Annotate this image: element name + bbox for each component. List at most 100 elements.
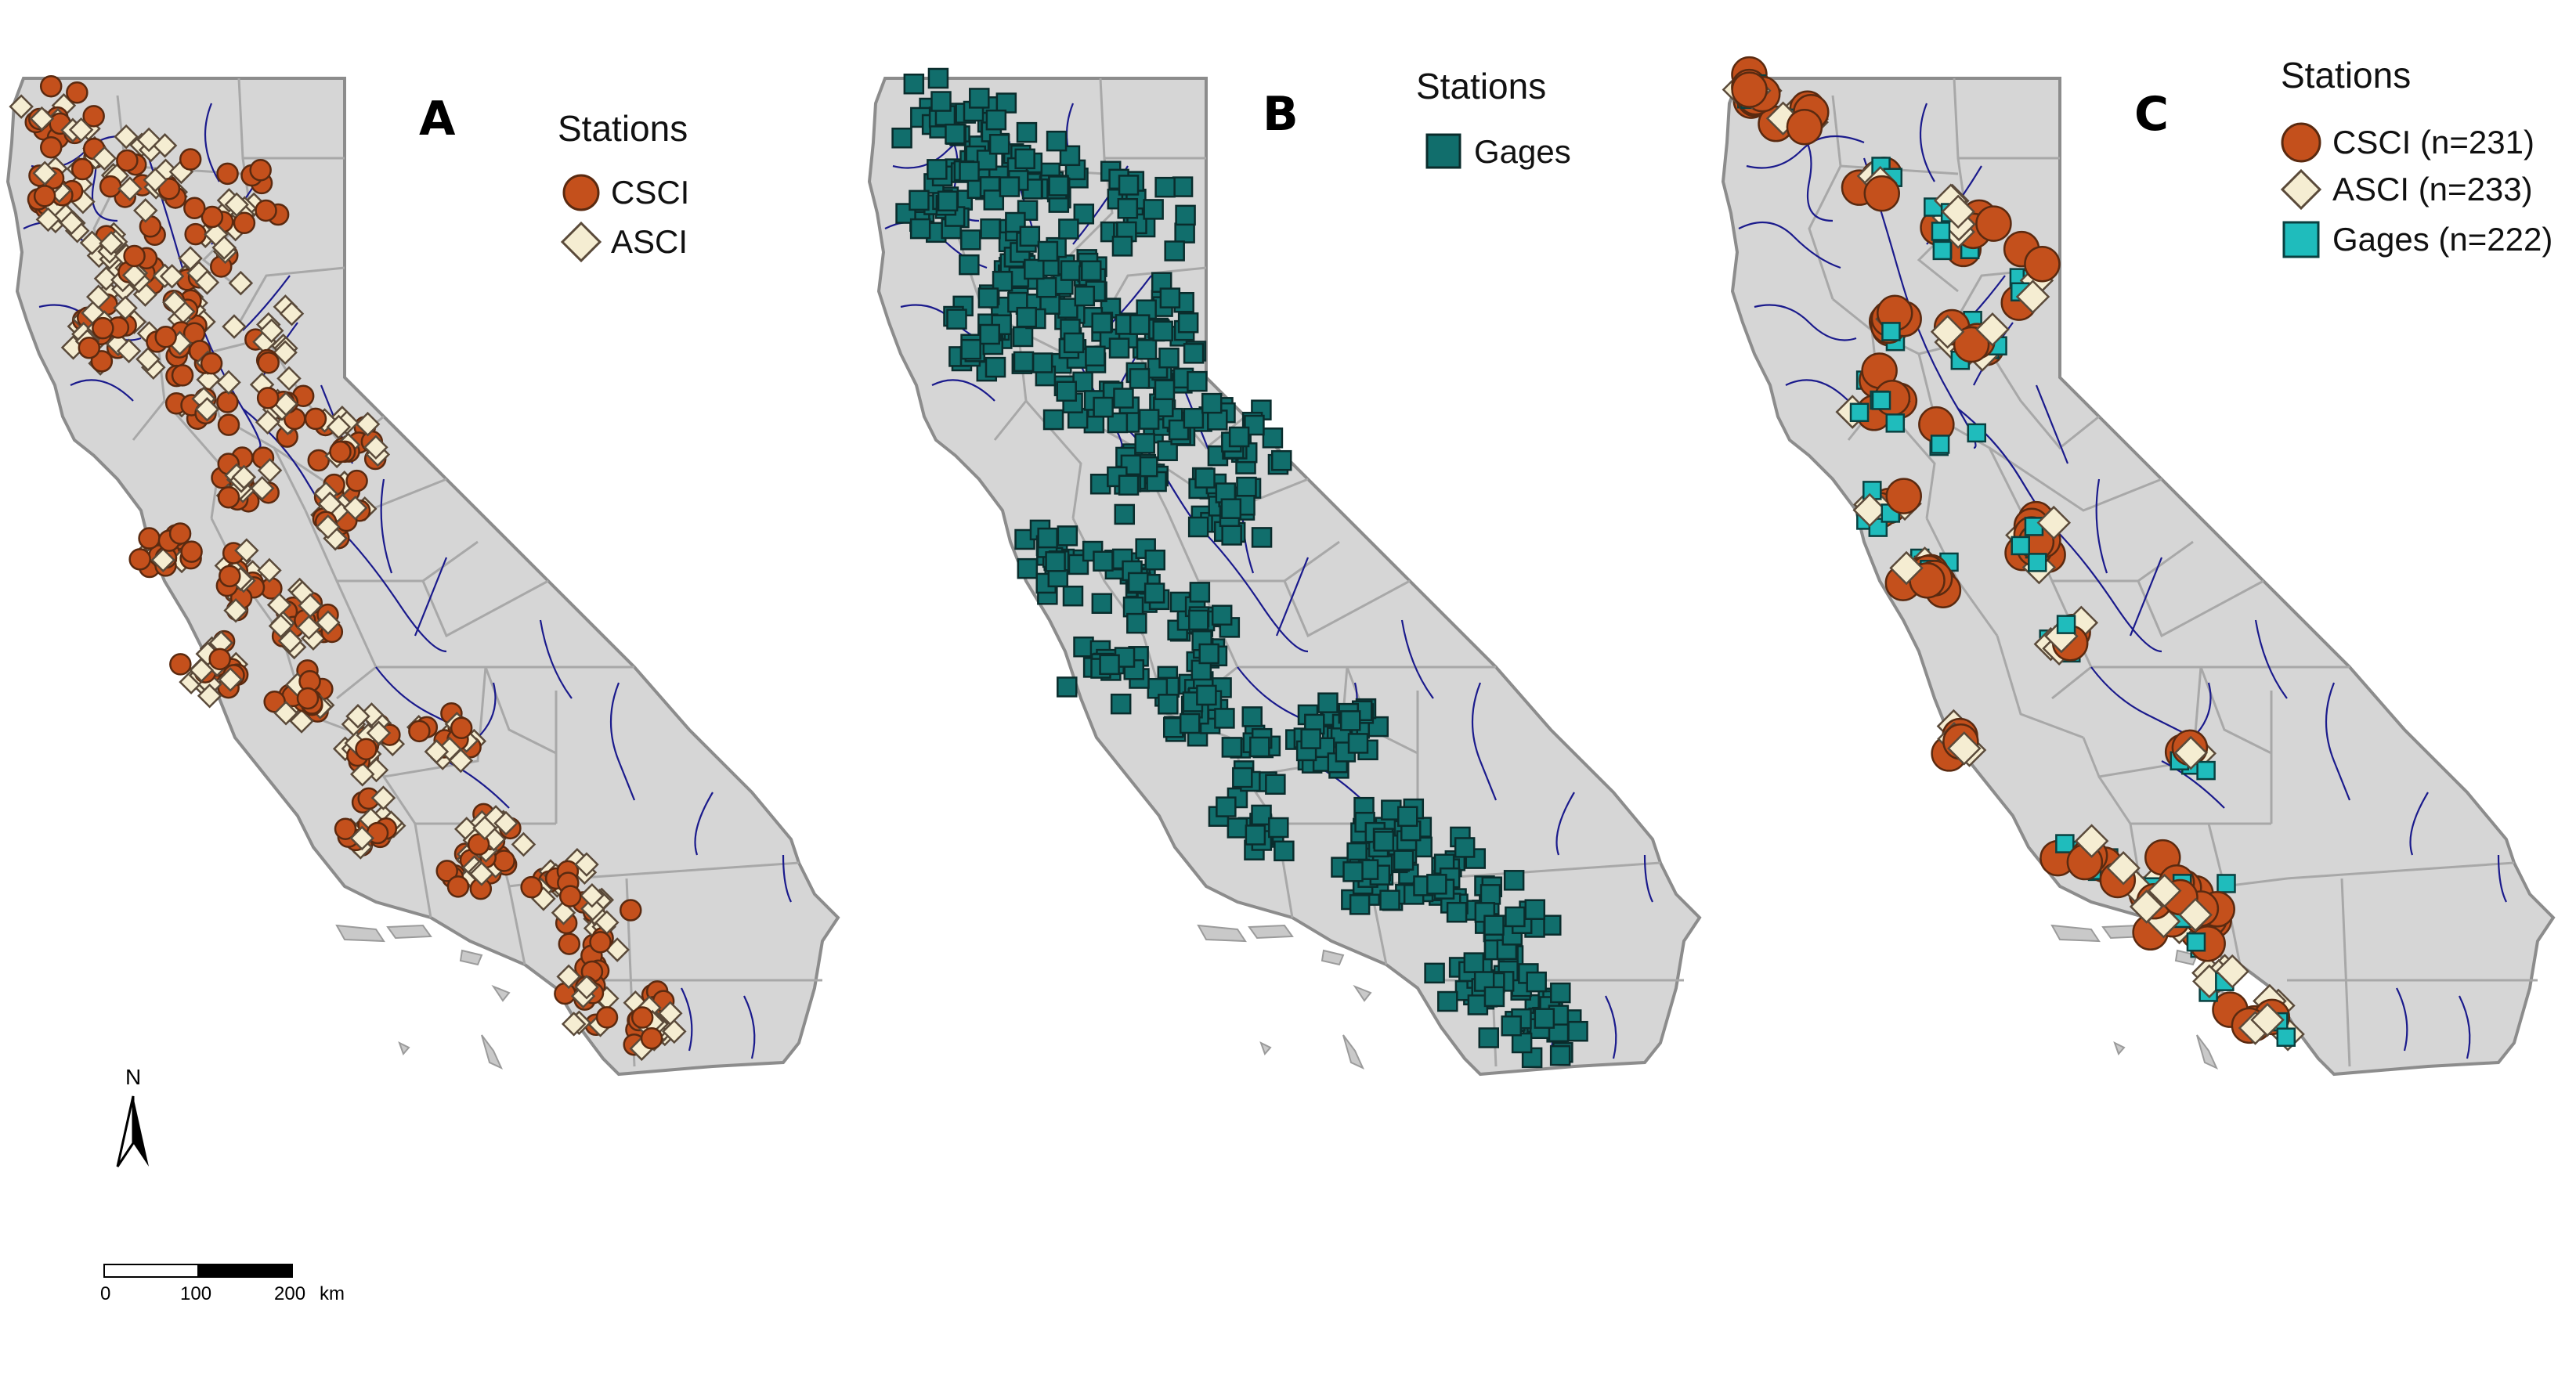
station-marker xyxy=(200,352,223,375)
station-marker xyxy=(257,557,282,583)
station-marker xyxy=(222,314,247,339)
panel-b-legend: Stations Gages xyxy=(1416,66,1571,170)
station-marker xyxy=(1249,736,1270,758)
station-marker xyxy=(1975,205,2012,242)
station-marker xyxy=(493,850,515,872)
station-marker xyxy=(1143,583,1165,604)
station-marker xyxy=(1478,1027,1500,1048)
station-marker xyxy=(116,338,142,364)
north-arrow-label: N xyxy=(125,1065,141,1089)
panel-a-map xyxy=(6,74,840,1076)
station-marker xyxy=(1164,240,1185,262)
station-marker xyxy=(1347,733,1369,754)
station-marker xyxy=(408,720,431,743)
station-marker xyxy=(169,653,192,676)
station-marker xyxy=(1012,326,1034,348)
station-marker xyxy=(66,81,89,104)
legend-title: Stations xyxy=(1416,66,1546,106)
station-marker xyxy=(1731,71,1768,108)
station-marker xyxy=(551,900,576,925)
station-marker xyxy=(556,964,581,990)
station-marker xyxy=(1024,258,1045,280)
station-marker xyxy=(945,123,966,145)
station-marker xyxy=(1349,894,1371,915)
station-marker xyxy=(1091,593,1113,614)
station-marker xyxy=(35,207,61,233)
station-marker xyxy=(223,598,248,623)
station-marker xyxy=(208,648,231,671)
station-marker xyxy=(1059,145,1081,167)
station-marker xyxy=(1975,312,2010,347)
station-marker xyxy=(29,106,55,132)
station-marker xyxy=(1262,427,1284,449)
station-marker xyxy=(1930,435,1950,454)
scale-tick-200: 200 xyxy=(274,1283,305,1304)
station-marker xyxy=(179,148,202,171)
station-marker xyxy=(82,105,105,128)
station-marker xyxy=(1849,402,1870,423)
station-marker xyxy=(1111,236,1133,257)
station-marker xyxy=(561,1012,587,1037)
station-marker xyxy=(1567,1020,1588,1042)
scale-unit: km xyxy=(320,1283,345,1304)
station-marker xyxy=(988,134,1010,155)
station-marker xyxy=(1056,381,1077,402)
station-marker xyxy=(1108,337,1130,359)
station-marker xyxy=(2056,615,2076,634)
station-marker xyxy=(194,397,220,422)
station-marker xyxy=(2147,873,2182,908)
legend-title: Stations xyxy=(2281,55,2411,96)
station-marker xyxy=(1183,343,1205,364)
station-marker xyxy=(1057,525,1078,547)
panel-a-station-points xyxy=(9,74,687,1062)
panel-c-station-points xyxy=(1722,56,2305,1052)
station-marker xyxy=(1183,407,1205,429)
station-marker xyxy=(2215,954,2249,989)
station-marker xyxy=(1099,654,1120,676)
legend-label-csci: CSCI xyxy=(611,174,689,211)
station-marker xyxy=(234,538,259,563)
station-marker xyxy=(255,199,277,222)
station-marker xyxy=(304,407,327,431)
station-marker xyxy=(216,391,239,413)
station-marker xyxy=(1228,426,1250,448)
station-marker xyxy=(2217,874,2236,893)
station-marker xyxy=(1057,676,1078,698)
station-marker xyxy=(1947,731,1982,766)
station-marker xyxy=(992,270,1013,292)
station-marker xyxy=(1196,684,1217,706)
station-marker xyxy=(985,109,1007,131)
station-marker xyxy=(116,149,139,172)
station-marker xyxy=(1953,326,1990,363)
csci-legend-icon xyxy=(2281,122,2321,163)
station-marker xyxy=(1342,861,1364,882)
station-marker xyxy=(959,161,980,182)
station-marker xyxy=(2055,834,2075,853)
station-marker xyxy=(1159,287,1181,308)
station-marker xyxy=(296,687,320,710)
station-marker xyxy=(977,287,999,308)
station-marker xyxy=(1245,824,1266,846)
station-marker xyxy=(554,982,576,1005)
station-marker xyxy=(1172,176,1194,197)
station-marker xyxy=(159,264,185,289)
station-marker xyxy=(99,175,122,198)
station-marker xyxy=(1503,870,1525,891)
station-marker xyxy=(1198,643,1219,665)
legend-label-gages: Gages (n=222) xyxy=(2332,221,2553,258)
station-marker xyxy=(1379,889,1400,911)
station-marker xyxy=(194,270,220,295)
station-marker xyxy=(511,831,537,857)
station-marker xyxy=(1174,222,1195,243)
station-marker xyxy=(1446,901,1468,923)
station-marker xyxy=(1889,550,1924,586)
station-marker xyxy=(326,414,352,440)
station-marker xyxy=(1117,198,1139,219)
station-marker xyxy=(85,284,111,309)
station-marker xyxy=(216,162,239,186)
station-marker xyxy=(1045,551,1066,572)
station-marker xyxy=(92,146,117,171)
station-marker xyxy=(1158,694,1179,715)
station-marker xyxy=(1550,982,1571,1004)
